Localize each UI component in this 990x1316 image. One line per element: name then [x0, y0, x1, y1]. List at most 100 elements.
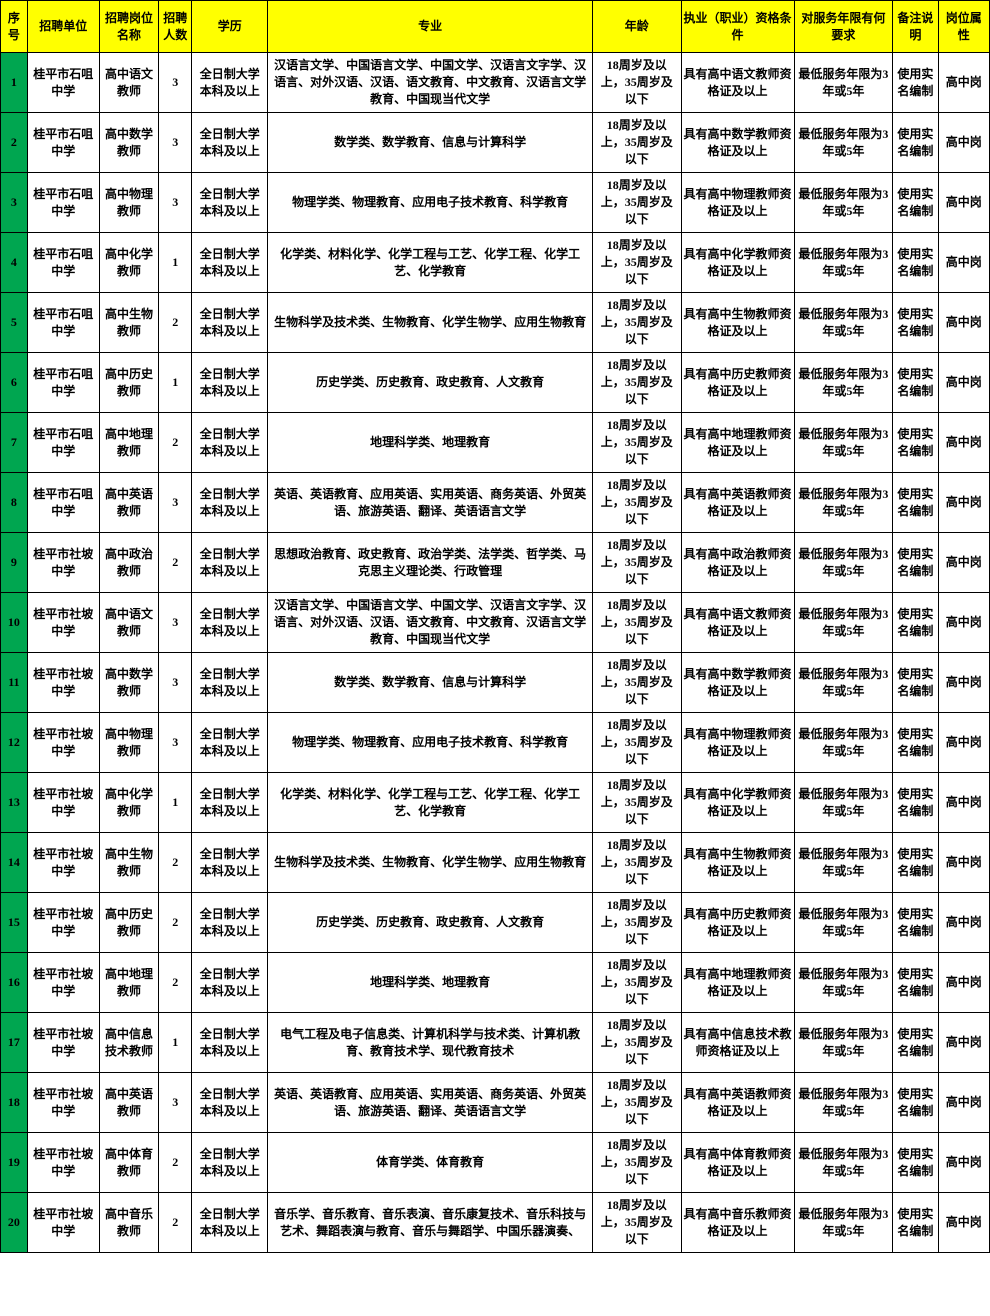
cell-seq: 2	[1, 113, 28, 173]
cell-unit: 桂平市社坡中学	[27, 953, 99, 1013]
cell-major: 地理科学类、地理教育	[268, 413, 593, 473]
cell-count: 2	[159, 833, 192, 893]
cell-seq: 8	[1, 473, 28, 533]
cell-count: 3	[159, 713, 192, 773]
cell-major: 汉语言文学、中国语言文学、中国文学、汉语言文字学、汉语言、对外汉语、汉语、语文教…	[268, 593, 593, 653]
recruitment-table: 序号招聘单位招聘岗位名称招聘人数学历专业年龄执业（职业）资格条件对服务年限有何要…	[0, 0, 990, 1253]
cell-attr: 高中岗	[938, 833, 989, 893]
cell-qual: 具有高中生物教师资格证及以上	[681, 293, 794, 353]
cell-edu: 全日制大学本科及以上	[192, 953, 268, 1013]
cell-count: 1	[159, 233, 192, 293]
table-row: 12桂平市社坡中学高中物理教师3全日制大学本科及以上物理学类、物理教育、应用电子…	[1, 713, 990, 773]
cell-qual: 具有高中物理教师资格证及以上	[681, 173, 794, 233]
cell-attr: 高中岗	[938, 893, 989, 953]
cell-major: 汉语言文学、中国语言文学、中国文学、汉语言文字学、汉语言、对外汉语、汉语、语文教…	[268, 53, 593, 113]
cell-age: 18周岁及以上，35周岁及以下	[593, 113, 681, 173]
cell-post: 高中历史教师	[99, 353, 159, 413]
cell-qual: 具有高中生物教师资格证及以上	[681, 833, 794, 893]
cell-unit: 桂平市社坡中学	[27, 1013, 99, 1073]
cell-seq: 3	[1, 173, 28, 233]
cell-unit: 桂平市石咀中学	[27, 173, 99, 233]
cell-edu: 全日制大学本科及以上	[192, 293, 268, 353]
cell-attr: 高中岗	[938, 233, 989, 293]
cell-serv: 最低服务年限为3年或5年	[794, 773, 893, 833]
cell-note: 使用实名编制	[893, 833, 938, 893]
header-count: 招聘人数	[159, 1, 192, 53]
cell-major: 思想政治教育、政史教育、政治学类、法学类、哲学类、马克思主义理论类、行政管理	[268, 533, 593, 593]
cell-edu: 全日制大学本科及以上	[192, 413, 268, 473]
cell-major: 英语、英语教育、应用英语、实用英语、商务英语、外贸英语、旅游英语、翻译、英语语言…	[268, 473, 593, 533]
cell-qual: 具有高中数学教师资格证及以上	[681, 113, 794, 173]
cell-post: 高中音乐教师	[99, 1193, 159, 1253]
cell-unit: 桂平市社坡中学	[27, 1133, 99, 1193]
cell-qual: 具有高中英语教师资格证及以上	[681, 473, 794, 533]
cell-note: 使用实名编制	[893, 893, 938, 953]
cell-count: 1	[159, 353, 192, 413]
cell-unit: 桂平市社坡中学	[27, 713, 99, 773]
cell-unit: 桂平市社坡中学	[27, 833, 99, 893]
cell-major: 英语、英语教育、应用英语、实用英语、商务英语、外贸英语、旅游英语、翻译、英语语言…	[268, 1073, 593, 1133]
cell-major: 物理学类、物理教育、应用电子技术教育、科学教育	[268, 173, 593, 233]
cell-qual: 具有高中物理教师资格证及以上	[681, 713, 794, 773]
cell-attr: 高中岗	[938, 173, 989, 233]
cell-attr: 高中岗	[938, 653, 989, 713]
cell-edu: 全日制大学本科及以上	[192, 353, 268, 413]
cell-seq: 12	[1, 713, 28, 773]
cell-unit: 桂平市石咀中学	[27, 233, 99, 293]
cell-seq: 4	[1, 233, 28, 293]
header-post: 招聘岗位名称	[99, 1, 159, 53]
table-row: 15桂平市社坡中学高中历史教师2全日制大学本科及以上历史学类、历史教育、政史教育…	[1, 893, 990, 953]
cell-count: 2	[159, 533, 192, 593]
cell-serv: 最低服务年限为3年或5年	[794, 1013, 893, 1073]
table-row: 4桂平市石咀中学高中化学教师1全日制大学本科及以上化学类、材料化学、化学工程与工…	[1, 233, 990, 293]
cell-age: 18周岁及以上，35周岁及以下	[593, 773, 681, 833]
cell-qual: 具有高中音乐教师资格证及以上	[681, 1193, 794, 1253]
cell-major: 生物科学及技术类、生物教育、化学生物学、应用生物教育	[268, 293, 593, 353]
cell-unit: 桂平市社坡中学	[27, 593, 99, 653]
table-header: 序号招聘单位招聘岗位名称招聘人数学历专业年龄执业（职业）资格条件对服务年限有何要…	[1, 1, 990, 53]
cell-serv: 最低服务年限为3年或5年	[794, 413, 893, 473]
table-row: 20桂平市社坡中学高中音乐教师2全日制大学本科及以上音乐学、音乐教育、音乐表演、…	[1, 1193, 990, 1253]
cell-age: 18周岁及以上，35周岁及以下	[593, 653, 681, 713]
cell-attr: 高中岗	[938, 1013, 989, 1073]
cell-serv: 最低服务年限为3年或5年	[794, 713, 893, 773]
table-row: 17桂平市社坡中学高中信息技术教师1全日制大学本科及以上电气工程及电子信息类、计…	[1, 1013, 990, 1073]
cell-count: 2	[159, 293, 192, 353]
cell-seq: 11	[1, 653, 28, 713]
cell-unit: 桂平市石咀中学	[27, 353, 99, 413]
cell-serv: 最低服务年限为3年或5年	[794, 233, 893, 293]
cell-seq: 7	[1, 413, 28, 473]
cell-note: 使用实名编制	[893, 773, 938, 833]
cell-edu: 全日制大学本科及以上	[192, 833, 268, 893]
cell-seq: 16	[1, 953, 28, 1013]
cell-seq: 9	[1, 533, 28, 593]
cell-serv: 最低服务年限为3年或5年	[794, 113, 893, 173]
cell-post: 高中生物教师	[99, 293, 159, 353]
table-row: 19桂平市社坡中学高中体育教师2全日制大学本科及以上体育学类、体育教育18周岁及…	[1, 1133, 990, 1193]
cell-unit: 桂平市社坡中学	[27, 1073, 99, 1133]
cell-seq: 19	[1, 1133, 28, 1193]
cell-qual: 具有高中化学教师资格证及以上	[681, 233, 794, 293]
cell-note: 使用实名编制	[893, 173, 938, 233]
cell-major: 历史学类、历史教育、政史教育、人文教育	[268, 353, 593, 413]
cell-serv: 最低服务年限为3年或5年	[794, 953, 893, 1013]
cell-qual: 具有高中化学教师资格证及以上	[681, 773, 794, 833]
table-row: 14桂平市社坡中学高中生物教师2全日制大学本科及以上生物科学及技术类、生物教育、…	[1, 833, 990, 893]
cell-seq: 10	[1, 593, 28, 653]
cell-note: 使用实名编制	[893, 1073, 938, 1133]
table-row: 2桂平市石咀中学高中数学教师3全日制大学本科及以上数学类、数学教育、信息与计算科…	[1, 113, 990, 173]
cell-unit: 桂平市石咀中学	[27, 413, 99, 473]
cell-attr: 高中岗	[938, 593, 989, 653]
cell-count: 3	[159, 53, 192, 113]
cell-qual: 具有高中历史教师资格证及以上	[681, 353, 794, 413]
cell-serv: 最低服务年限为3年或5年	[794, 53, 893, 113]
cell-post: 高中语文教师	[99, 53, 159, 113]
cell-attr: 高中岗	[938, 413, 989, 473]
cell-major: 物理学类、物理教育、应用电子技术教育、科学教育	[268, 713, 593, 773]
cell-note: 使用实名编制	[893, 953, 938, 1013]
cell-attr: 高中岗	[938, 473, 989, 533]
cell-count: 3	[159, 473, 192, 533]
cell-unit: 桂平市社坡中学	[27, 773, 99, 833]
cell-serv: 最低服务年限为3年或5年	[794, 473, 893, 533]
cell-note: 使用实名编制	[893, 353, 938, 413]
